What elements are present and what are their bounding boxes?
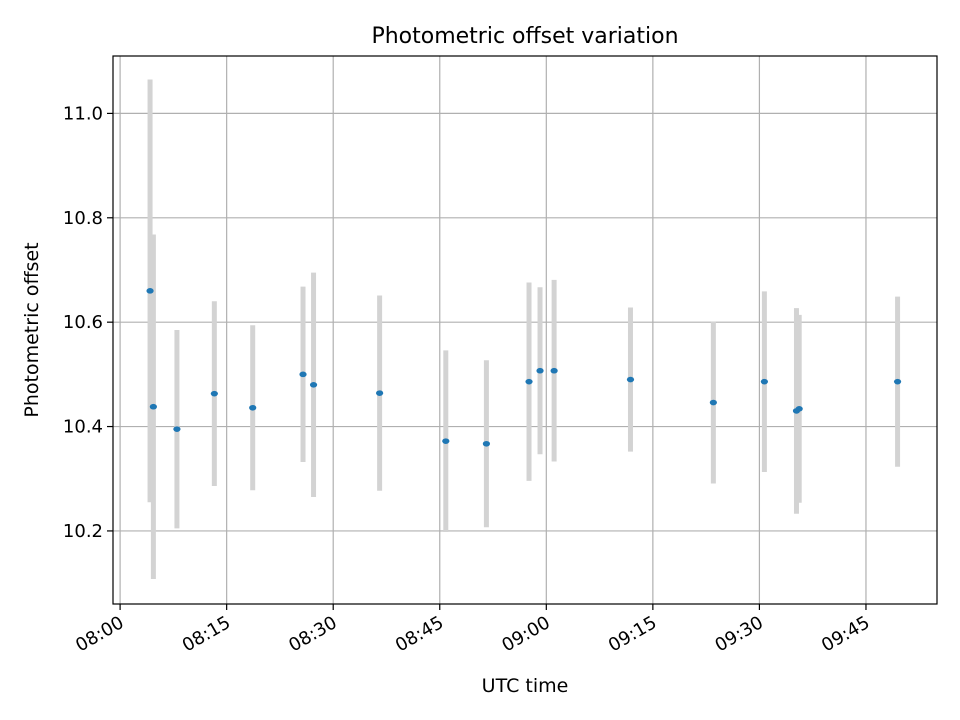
y-axis-ticks: 10.2 10.4 10.6 10.8 11.0 [63, 103, 113, 542]
data-point [249, 404, 257, 411]
data-point [795, 406, 803, 412]
y-tick-label: 11.0 [63, 103, 103, 124]
x-axis-label: UTC time [482, 675, 569, 697]
data-point [210, 390, 218, 397]
data-point [442, 438, 450, 444]
data-point [482, 440, 491, 447]
y-tick-label: 10.2 [63, 521, 103, 542]
chart-title: Photometric offset variation [371, 24, 678, 49]
data-point [760, 378, 768, 385]
data-point [893, 378, 902, 385]
y-tick-label: 10.6 [63, 312, 103, 333]
data-point [709, 399, 717, 406]
data-points [146, 288, 902, 447]
y-tick-label: 10.8 [63, 208, 103, 229]
data-point [525, 378, 533, 385]
data-point [299, 371, 307, 378]
plot-frame [112, 55, 938, 605]
data-point [626, 376, 635, 383]
data-point [536, 367, 544, 374]
data-point [550, 367, 558, 374]
data-point [173, 426, 181, 432]
y-tick-label: 10.4 [63, 417, 103, 438]
data-point [146, 288, 154, 294]
data-point [376, 390, 384, 396]
data-point [309, 382, 318, 388]
data-point [149, 403, 157, 410]
y-axis-label: Photometric offset [21, 242, 43, 417]
